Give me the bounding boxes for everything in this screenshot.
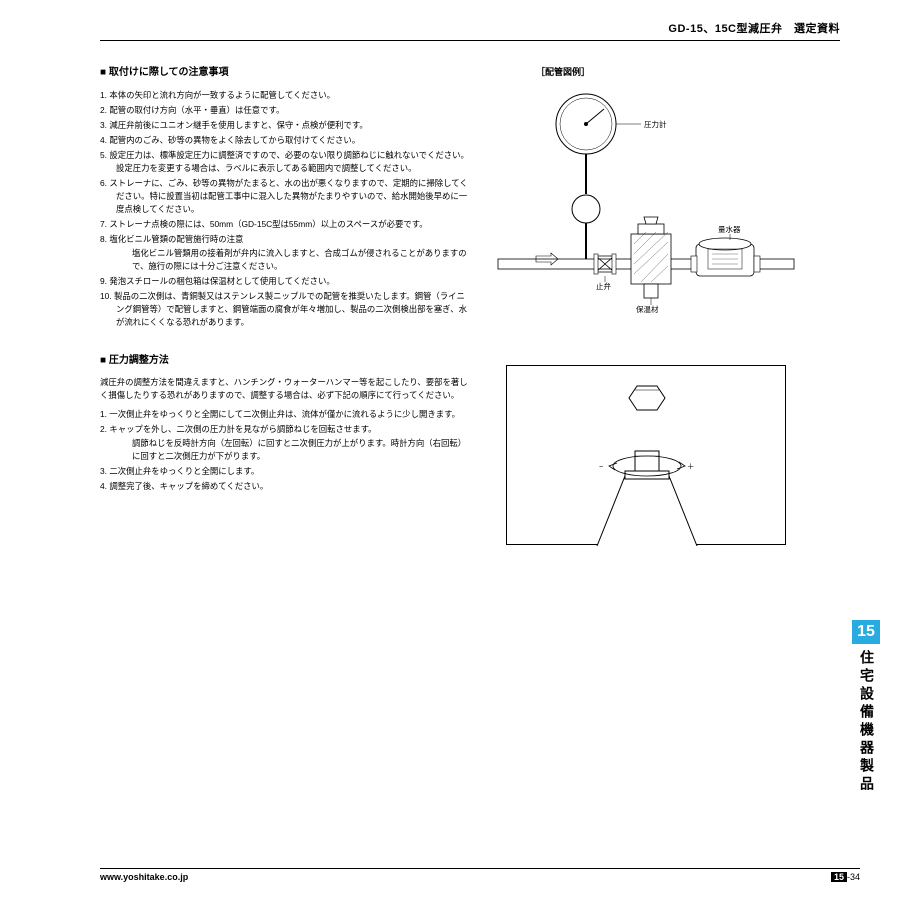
tab-number: 15: [852, 620, 880, 644]
step-2-sub: 調節ねじを反時計方向（左回転）に回すと二次側圧力が上がります。時計方向（右回転）…: [116, 437, 470, 463]
step-3: 二次側止弁をゆっくりと全開にします。: [100, 465, 470, 478]
left-column: 取付けに際しての注意事項 本体の矢印と流れ方向が一致するように配管してください。…: [100, 65, 470, 545]
label-insulation: 保温材: [636, 304, 659, 314]
note-10: 製品の二次側は、青銅製又はステンレス製ニップルでの配管を推奨いたします。鋼管（ラ…: [100, 290, 470, 329]
footer-url: www.yoshitake.co.jp: [100, 872, 188, 882]
step-4: 調整完了後、キャップを締めてください。: [100, 480, 470, 493]
section2-intro: 減圧弁の調整方法を間違えますと、ハンチング・ウォーターハンマー等を起こしたり、要…: [100, 376, 470, 402]
header-title: GD-15、15C型減圧弁 選定資料: [668, 23, 840, 35]
adjustment-diagram: − ＋: [507, 366, 787, 546]
label-meter: 量水器: [718, 224, 741, 234]
note-8-sub: 塩化ビニル管類用の接着剤が弁内に流入しますと、合成ゴムが侵されることがありますの…: [116, 247, 470, 273]
page-header: GD-15、15C型減圧弁 選定資料: [100, 20, 840, 41]
install-notes-list: 本体の矢印と流れ方向が一致するように配管してください。 配管の取付け方向（水平・…: [100, 89, 470, 329]
note-4: 配管内のごみ、砂等の異物をよく除去してから取付けてください。: [100, 134, 470, 147]
piping-diagram: 圧力計 止弁: [496, 84, 796, 334]
note-5: 設定圧力は、標準設定圧力に調整済ですので、必要のない限り調節ねじに触れないでくだ…: [100, 149, 470, 175]
adjust-steps-list: 一次側止弁をゆっくりと全開にして二次側止弁は、流体が僅かに流れるように少し開きま…: [100, 408, 470, 493]
note-2: 配管の取付け方向（水平・垂直）は任意です。: [100, 104, 470, 117]
note-7: ストレーナ点検の際には、50mm（GD-15C型は55mm）以上のスペースが必要…: [100, 218, 470, 231]
note-6: ストレーナに、ごみ、砂等の異物がたまると、水の出が悪くなりますので、定期的に掃除…: [100, 177, 470, 216]
plus-label: ＋: [687, 462, 695, 471]
label-stopvalve: 止弁: [596, 281, 611, 291]
section2-heading: 圧力調整方法: [100, 353, 470, 369]
tab-label: 住宅設備機器製品: [852, 644, 877, 794]
label-gauge: 圧力計: [644, 119, 667, 129]
diagram1-caption: ［配管図例］: [496, 65, 840, 78]
page-footer: www.yoshitake.co.jp 15-34: [100, 868, 860, 882]
note-3: 減圧弁前後にユニオン継手を使用しますと、保守・点検が便利です。: [100, 119, 470, 132]
footer-page: 15-34: [831, 872, 860, 882]
adjustment-diagram-box: − ＋: [506, 365, 786, 545]
right-column: ［配管図例］ 圧力計: [496, 65, 840, 545]
note-1: 本体の矢印と流れ方向が一致するように配管してください。: [100, 89, 470, 102]
note-9: 発泡スチロールの梱包箱は保温材として使用してください。: [100, 275, 470, 288]
section1-heading: 取付けに際しての注意事項: [100, 65, 470, 81]
step-2: キャップを外し、二次側の圧力計を見ながら調節ねじを回転させます。 調節ねじを反時…: [100, 423, 470, 463]
note-8: 塩化ビニル管類の配管施行時の注意 塩化ビニル管類用の接着剤が弁内に流入しますと、…: [100, 233, 470, 273]
section-tab: 15 住宅設備機器製品: [852, 620, 880, 794]
step-1: 一次側止弁をゆっくりと全開にして二次側止弁は、流体が僅かに流れるように少し開きま…: [100, 408, 470, 421]
minus-label: −: [599, 462, 604, 471]
